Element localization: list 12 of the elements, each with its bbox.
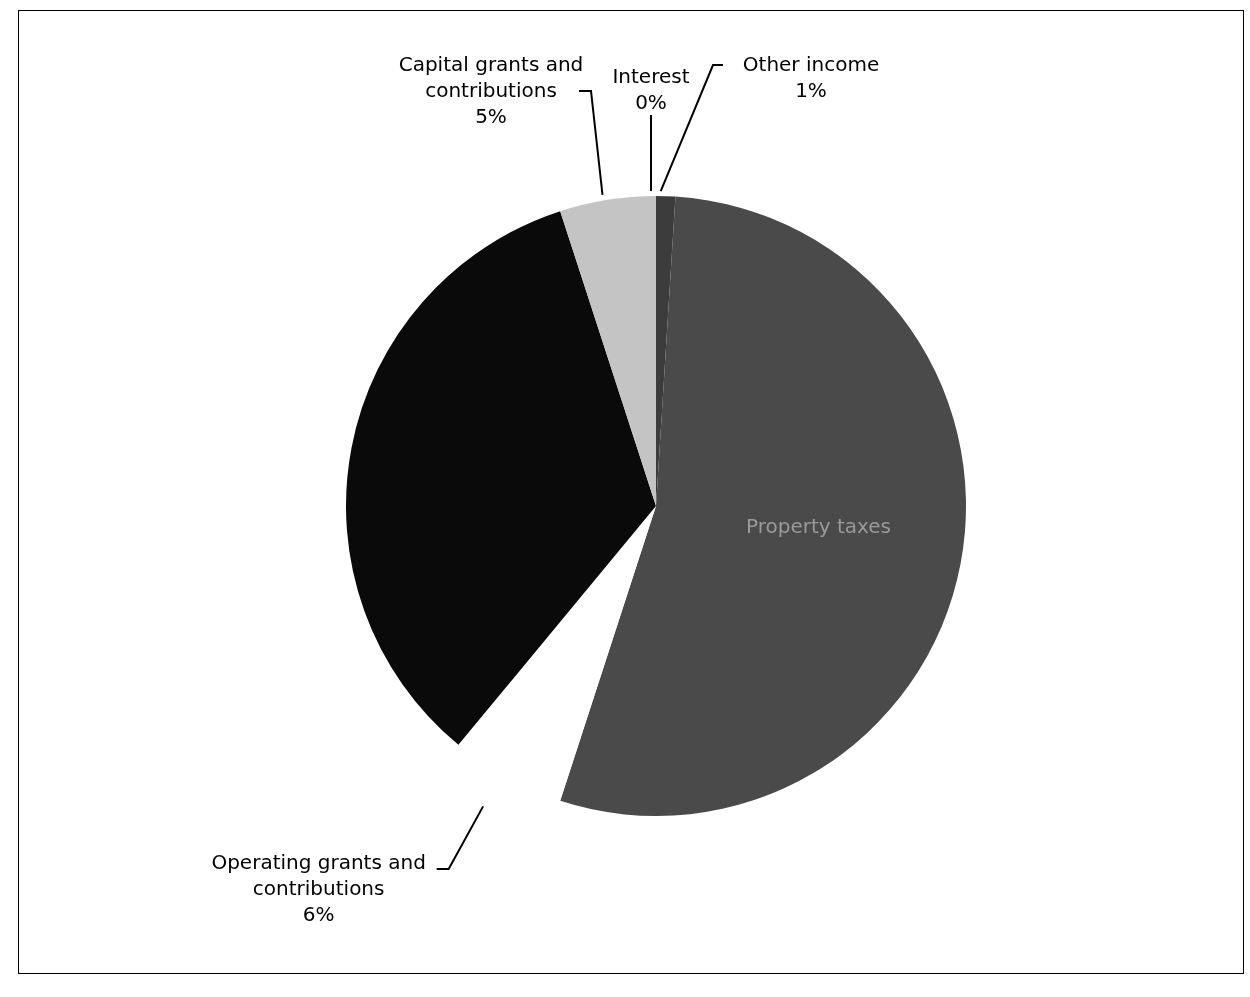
pie-slice [560, 196, 966, 816]
pie-slice [346, 211, 656, 745]
category-label: Interest [612, 64, 690, 88]
data-label: 5% [475, 104, 507, 128]
slice-label: Property taxes [745, 513, 891, 538]
pie-slice [560, 196, 656, 506]
data-label: 1% [795, 78, 827, 102]
slice-label: Capital grants and contributions [398, 52, 584, 102]
text: 0% [635, 90, 667, 114]
slice-label: Other income [742, 52, 880, 76]
data-label: 6% [302, 902, 335, 927]
slice-label: Operating grants and contributions [211, 850, 426, 901]
